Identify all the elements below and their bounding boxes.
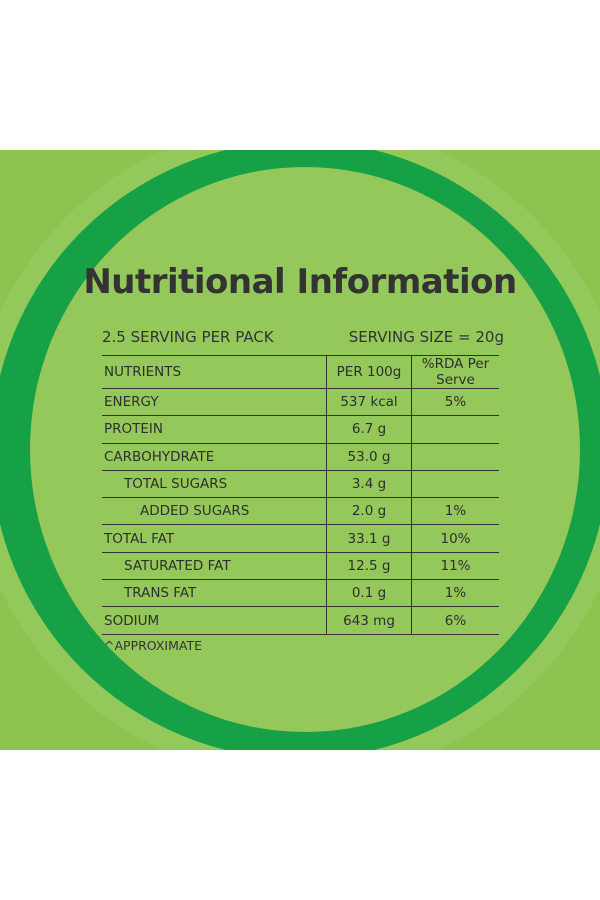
nutrient-name: TOTAL FAT — [102, 524, 327, 553]
table-row: TOTAL SUGARS 3.4 g — [102, 470, 499, 499]
nutrition-table: NUTRIENTS PER 100g %RDA Per Serve ENERGY… — [102, 355, 499, 635]
nutrient-per-100g: 2.0 g — [326, 497, 412, 526]
nutrient-rda: 11% — [411, 552, 499, 581]
serving-per-pack: 2.5 SERVING PER PACK — [102, 328, 274, 346]
header-rda: %RDA Per Serve — [411, 355, 499, 389]
nutrition-panel: Nutritional Information 2.5 SERVING PER … — [0, 150, 600, 750]
nutrient-name: ENERGY — [102, 388, 327, 417]
table-row: SODIUM 643 mg 6% — [102, 606, 499, 635]
nutrient-per-100g: 12.5 g — [326, 552, 412, 581]
nutrient-rda: 1% — [411, 497, 499, 526]
nutrient-rda — [411, 470, 499, 499]
nutrient-name: TOTAL SUGARS — [102, 470, 327, 499]
page-title: Nutritional Information — [83, 262, 517, 302]
nutrient-per-100g: 643 mg — [326, 606, 412, 635]
nutrient-per-100g: 6.7 g — [326, 415, 412, 444]
nutrient-name: SODIUM — [102, 606, 327, 635]
table-row: SATURATED FAT 12.5 g 11% — [102, 552, 499, 581]
nutrient-name: SATURATED FAT — [102, 552, 327, 581]
nutrient-per-100g: 3.4 g — [326, 470, 412, 499]
header-per-100g: PER 100g — [326, 355, 412, 389]
serving-size: SERVING SIZE = 20g — [348, 328, 504, 346]
nutrient-rda — [411, 415, 499, 444]
table-row: PROTEIN 6.7 g — [102, 415, 499, 444]
table-header-row: NUTRIENTS PER 100g %RDA Per Serve — [102, 355, 499, 389]
nutrient-rda — [411, 443, 499, 471]
table-row: ENERGY 537 kcal 5% — [102, 388, 499, 417]
nutrient-name: ADDED SUGARS — [102, 497, 327, 526]
table-row: TOTAL FAT 33.1 g 10% — [102, 524, 499, 553]
table-row: TRANS FAT 0.1 g 1% — [102, 579, 499, 608]
nutrient-name: TRANS FAT — [102, 579, 327, 608]
header-nutrients: NUTRIENTS — [102, 355, 327, 389]
nutrient-rda: 1% — [411, 579, 499, 608]
nutrient-rda: 5% — [411, 388, 499, 417]
nutrient-rda: 10% — [411, 524, 499, 553]
nutrient-name: PROTEIN — [102, 415, 327, 444]
nutrient-per-100g: 33.1 g — [326, 524, 412, 553]
nutrient-per-100g: 537 kcal — [326, 388, 412, 417]
table-row: CARBOHYDRATE 53.0 g — [102, 443, 499, 471]
table-row: ADDED SUGARS 2.0 g 1% — [102, 497, 499, 526]
nutrient-name: CARBOHYDRATE — [102, 443, 327, 471]
footnote: ^APPROXIMATE — [104, 638, 202, 653]
nutrient-per-100g: 0.1 g — [326, 579, 412, 608]
nutrient-rda: 6% — [411, 606, 499, 635]
nutrient-per-100g: 53.0 g — [326, 443, 412, 471]
